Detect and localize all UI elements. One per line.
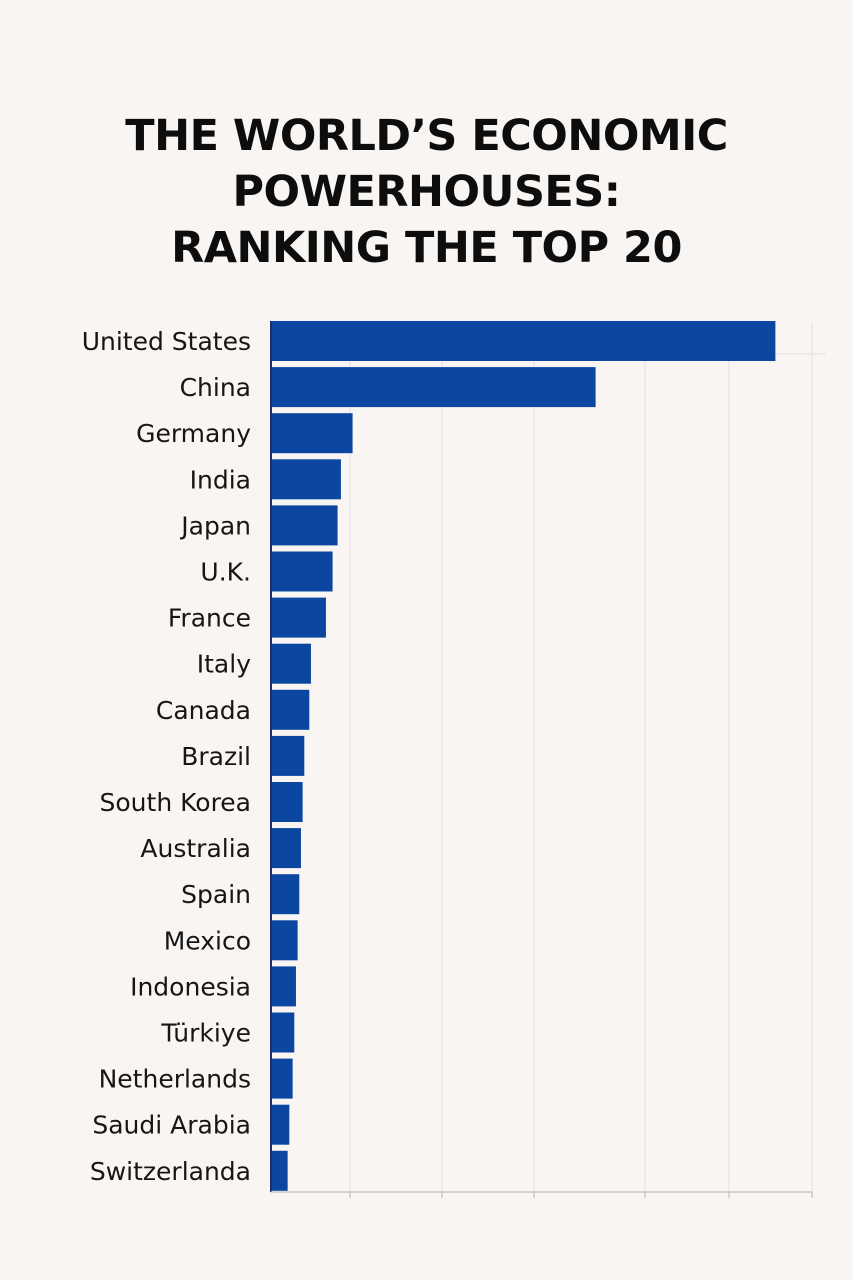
bar-12 [271, 828, 301, 869]
bars [271, 321, 776, 1191]
bar-3 [271, 413, 353, 454]
title-line-3: RANKING THE TOP 20 [171, 223, 682, 273]
bar-18 [271, 1104, 290, 1145]
bar-8 [271, 643, 311, 684]
bar-11 [271, 782, 303, 822]
category-label-18: Saudi Arabia [92, 1111, 251, 1140]
category-label-16: Türkiye [160, 1019, 251, 1048]
gridlines [271, 322, 826, 1192]
category-label-13: Spain [181, 880, 251, 909]
chart-title: THE WORLD’S ECONOMIC POWERHOUSES: RANKIN… [0, 108, 853, 276]
category-label-5: Japan [179, 511, 251, 540]
bar-5 [271, 505, 338, 546]
category-label-12: Australia [140, 834, 251, 863]
category-label-14: Mexico [164, 926, 251, 955]
category-label-6: U.K. [200, 558, 251, 587]
category-label-15: Indonesia [130, 972, 251, 1001]
category-label-1: United States [82, 327, 251, 356]
bar-7 [271, 597, 326, 638]
bar-16 [271, 1012, 295, 1053]
category-label-7: France [168, 604, 251, 633]
category-label-10: Brazil [181, 742, 251, 771]
bar-4 [271, 459, 341, 500]
bar-10 [271, 735, 305, 776]
category-label-9: Canada [156, 696, 251, 725]
title-line-2: POWERHOUSES: [232, 167, 621, 217]
bar-6 [271, 551, 333, 592]
category-label-11: South Korea [100, 788, 251, 817]
bar-13 [271, 874, 300, 915]
category-label-17: Netherlands [99, 1065, 251, 1094]
category-label-3: Germany [136, 419, 251, 448]
axes [270, 321, 813, 1198]
category-label-19: Switzerlanda [90, 1157, 251, 1186]
title-line-1: THE WORLD’S ECONOMIC [125, 111, 728, 161]
bar-15 [271, 966, 296, 1007]
category-labels: United States China Germany India Japan U.K. F… [82, 327, 252, 1186]
category-label-8: Italy [197, 650, 251, 679]
bar-14 [271, 920, 298, 961]
bar-1 [271, 321, 776, 361]
category-label-2: China [180, 373, 251, 402]
bar-17 [271, 1058, 293, 1099]
bar-9 [271, 689, 310, 730]
category-label-4: India [190, 465, 251, 494]
bar-2 [271, 367, 596, 408]
bar-19 [271, 1150, 288, 1191]
